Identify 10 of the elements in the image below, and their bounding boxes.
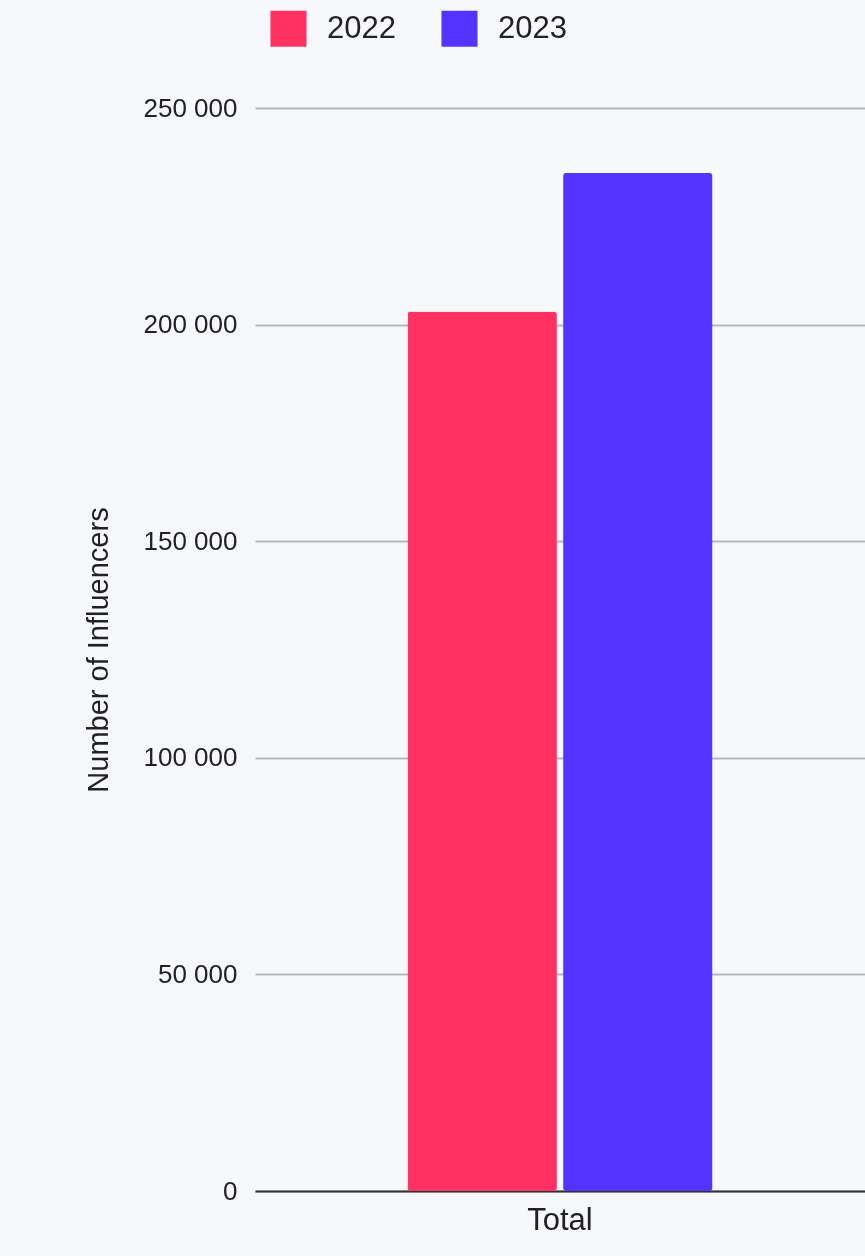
legend-label: 2023 xyxy=(498,9,567,45)
x-tick-label: Total xyxy=(527,1201,593,1237)
y-tick-label: 200 000 xyxy=(143,309,238,340)
y-tick-label: 250 000 xyxy=(143,92,238,123)
y-tick-label: 0 xyxy=(223,1175,238,1206)
legend-label: 2022 xyxy=(327,9,396,45)
y-axis-title: Number of Influencers xyxy=(81,507,114,793)
y-tick-label: 100 000 xyxy=(143,742,238,773)
y-tick-label: 50 000 xyxy=(157,958,238,989)
y-tick-label: 150 000 xyxy=(143,525,238,556)
